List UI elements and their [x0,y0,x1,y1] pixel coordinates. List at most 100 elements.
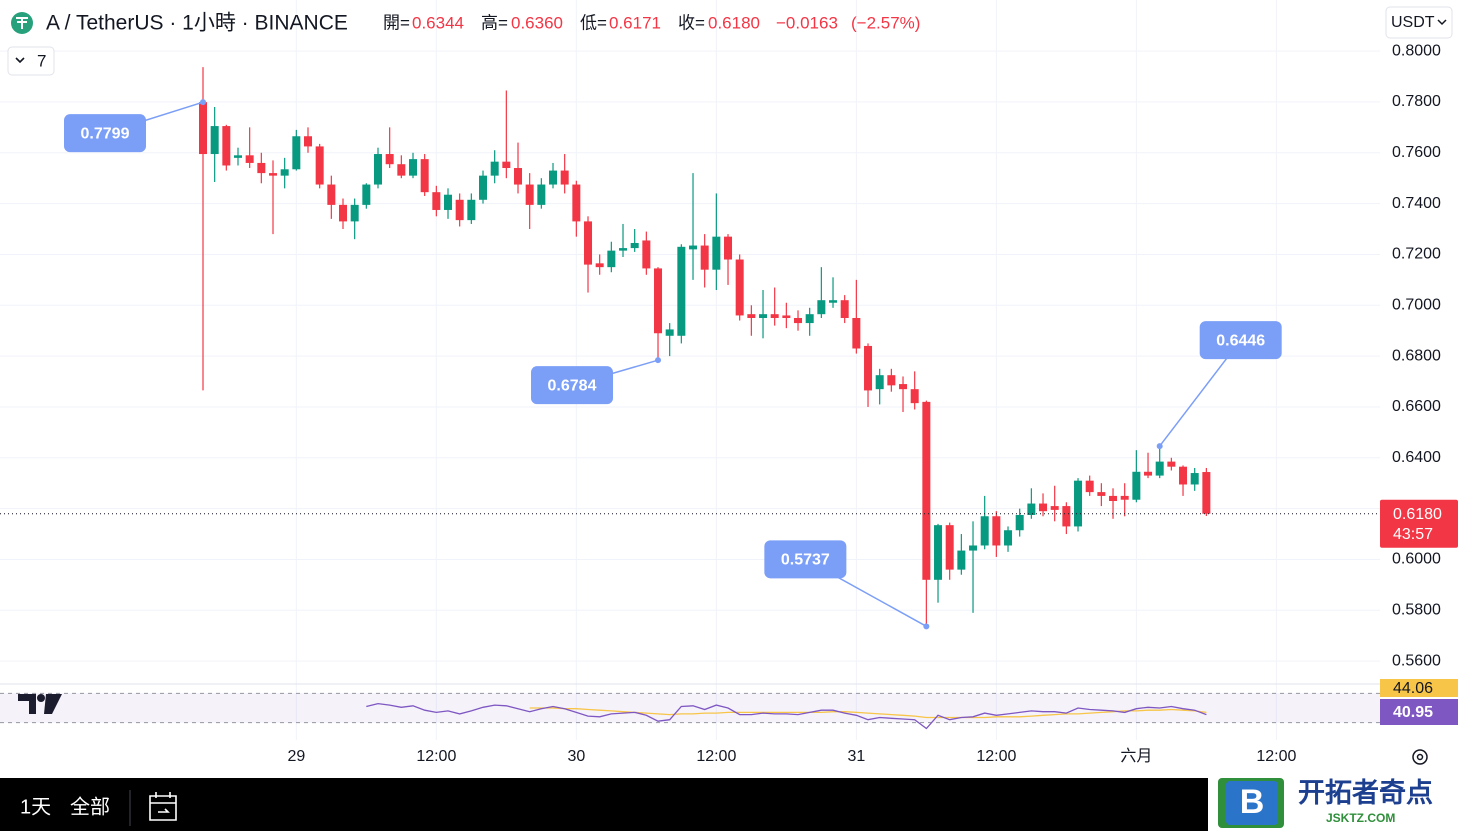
y-tick-label: 0.7000 [1392,296,1441,313]
candle-body [794,317,803,324]
open-label: 開= [383,13,410,32]
symbol-title: A / TetherUS · 1小時 · BINANCE [46,12,348,35]
candle-body [852,317,861,349]
y-tick-label: 0.5600 [1392,652,1441,669]
coin-logo-glyph [16,17,28,29]
last-price-label: 0.6180 [1393,506,1442,523]
indicator-toggle[interactable] [7,46,55,76]
candle-body [1004,530,1013,546]
candle-body [969,545,978,551]
x-tick-label: 12:00 [696,748,736,765]
goto-date-icon[interactable] [149,792,177,821]
range-1d[interactable]: 1天 [20,796,51,818]
candle-body [770,314,779,318]
annotation-box [1199,321,1282,360]
candle-body [1027,503,1036,515]
candle-body [234,155,243,158]
candle-body [467,199,476,221]
change-value: −0.0163 [776,13,838,32]
currency-label: USDT [1391,14,1435,31]
annotation-label: 0.5737 [781,552,830,569]
candle-body [829,300,838,303]
candle-body [537,184,546,205]
candle-body [595,263,604,268]
candle-body [607,250,616,268]
x-tick-label: 12:00 [416,748,456,765]
candle-body [1109,495,1118,502]
watermark-logo-letter: B [1240,783,1265,821]
candle-body [840,300,849,318]
candle-body [1085,480,1094,493]
y-tick-label: 0.6600 [1392,398,1441,415]
range-all[interactable]: 全部 [70,795,110,818]
annotation-label: 0.7799 [81,125,130,142]
candle-body [992,516,1001,546]
candle-body [525,184,534,205]
low-value: 0.6171 [609,13,661,32]
annotation-label: 0.6784 [548,377,597,394]
plot: 0.7799 0.6784 0.5737 0.6446 [0,67,1380,630]
candle-body [1015,514,1024,531]
candle-body [1039,503,1048,512]
candle-body [1167,461,1176,467]
y-tick-label: 0.7200 [1392,246,1441,263]
candle-body [490,161,499,176]
candle-body [1062,506,1071,527]
countdown-label: 43:57 [1393,526,1433,543]
candle-body [280,169,289,176]
candle-body [374,154,383,185]
currency-button[interactable] [1385,6,1453,39]
candle-body [385,154,394,165]
y-tick-label: 0.5800 [1392,602,1441,619]
high-label: 高= [481,13,508,32]
candle-body [747,314,756,318]
watermark-logo-inner [1226,781,1278,825]
rsi-ma-tag [1380,679,1458,697]
candle-body [899,384,908,390]
annotation-point [200,99,206,106]
candle-body [455,199,464,221]
candle-body [245,155,254,163]
rsi-band-bg [0,693,1380,723]
candle-body [875,375,884,390]
annotation-box [764,540,847,579]
candle-body [339,204,348,222]
candle-body [560,170,569,185]
candle-body [327,184,336,205]
watermark-site: JSKTZ.COM [1326,811,1395,825]
candle-body [584,221,593,265]
candle-body [514,168,523,185]
settings-icon[interactable] [1412,749,1428,765]
candle-body [759,314,768,318]
candle-body [409,159,418,176]
candle-body [1202,472,1211,514]
x-tick-label: 29 [287,748,305,765]
annotation-point [1156,443,1163,450]
candle-body [619,248,628,251]
candle-body [665,329,674,336]
candle-body [304,136,313,147]
candle-body [654,268,663,334]
annotation-point [655,357,662,364]
open-value: 0.6344 [412,13,464,32]
candle-body [432,192,441,210]
y-tick-label: 0.6000 [1392,551,1441,568]
y-tick-label: 0.7800 [1392,93,1441,110]
candle-body [1144,471,1153,476]
candle-body [805,314,814,324]
x-tick-label: 12:00 [1256,748,1296,765]
low-label: 低= [580,13,607,32]
rsi-ma-value: 44.06 [1393,680,1433,697]
y-tick-label: 0.8000 [1392,42,1441,59]
annotation-point [923,623,930,630]
change-percent: (−2.57%) [851,13,920,32]
y-tick-label: 0.6800 [1392,347,1441,364]
candle-body [1050,506,1059,510]
settings-icon-core [1416,753,1424,761]
candle-body [362,184,371,205]
candle-body [945,525,954,570]
candle-body [292,136,301,170]
candle-body [922,401,931,580]
